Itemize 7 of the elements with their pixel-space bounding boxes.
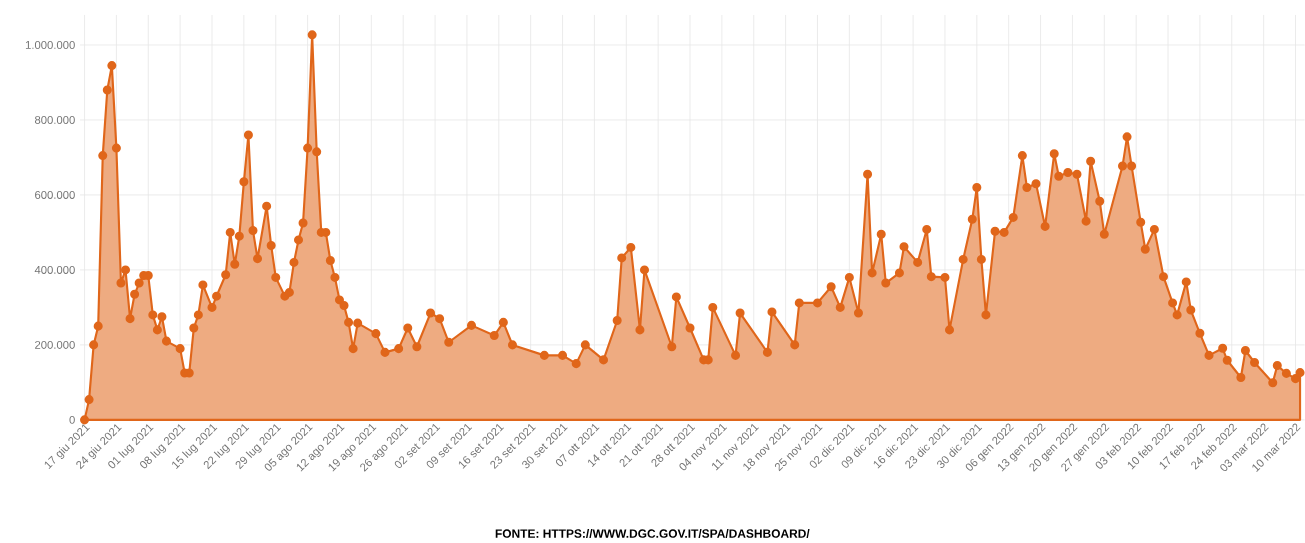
source-note: FONTE: HTTPS://WWW.DGC.GOV.IT/SPA/DASHBOARD/ [495, 529, 810, 539]
y-tick-label: 600.000 [35, 191, 75, 199]
y-tick-label: 1.000.000 [25, 41, 75, 50]
y-tick-label: 400.000 [34, 266, 75, 274]
y-tick-label: 200.000 [35, 340, 75, 349]
y-tick-label: 800.000 [34, 116, 75, 125]
y-tick-label: 0 [69, 415, 75, 424]
